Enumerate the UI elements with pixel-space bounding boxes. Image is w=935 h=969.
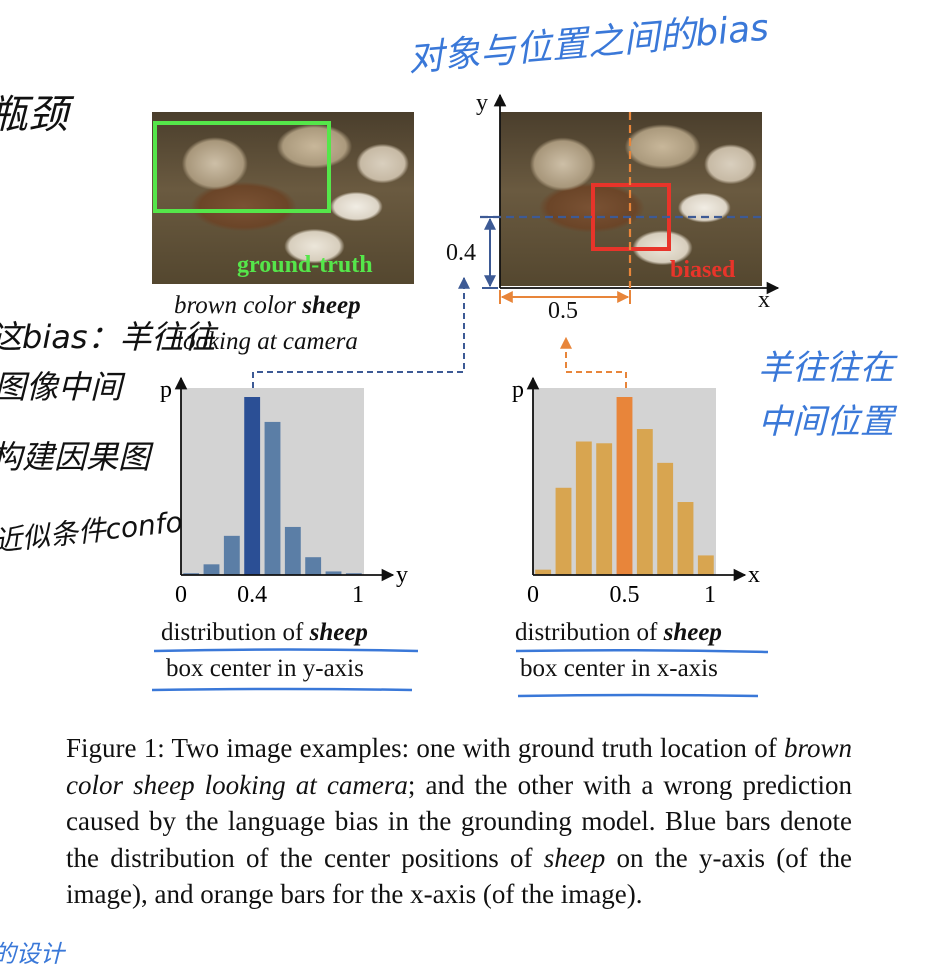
x-distribution-chart: p x 0 0.5 1 [512, 376, 760, 608]
bar [636, 429, 653, 575]
bar [555, 487, 572, 575]
annotation-bottleneck: 瓶颈 [0, 92, 68, 138]
query-text-line1: brown color sheep [174, 292, 361, 320]
annotation-causal-graph: 构建因果图 [0, 438, 151, 476]
x-chart-caption-line2: box center in x-axis [520, 655, 718, 682]
y-chart-caption-line1: distribution of sheep [161, 619, 368, 647]
caption-italic-2: sheep [543, 842, 606, 873]
axis-label-p: p [512, 377, 524, 403]
axis-label-position: x [748, 562, 760, 588]
bar [305, 557, 322, 575]
caption-italic-1: brown color sheep looking at camera [66, 733, 852, 800]
highlight-bar [244, 397, 261, 575]
x-caption-plain: distribution of [515, 619, 664, 646]
x-caption-bold: sheep [663, 619, 722, 646]
bar [223, 535, 240, 575]
bar [203, 564, 220, 575]
caption-text-1: Two image examples: one with ground trut… [164, 733, 784, 763]
highlight-bar [616, 397, 633, 575]
y-chart-caption-line2: box center in y-axis [166, 655, 364, 682]
bar [697, 555, 714, 575]
query-text-line2: looking at camera [176, 328, 358, 355]
bar [657, 462, 674, 575]
annotation-bias-sheep: 这bias：羊往往 [0, 318, 216, 356]
bar [264, 421, 281, 575]
tick-label: 1 [352, 582, 364, 608]
bar [677, 502, 694, 575]
bar [596, 443, 613, 575]
right-axis-x-label: x [758, 287, 770, 313]
query-plain: brown color [174, 292, 303, 319]
y-caption-plain: distribution of [161, 619, 310, 646]
bar [535, 569, 552, 575]
ground-truth-label: ground-truth [237, 252, 373, 278]
tick-label: 0 [527, 582, 539, 608]
annotation-sheep-often: 羊往往在 [758, 348, 894, 388]
ground-truth-box [153, 121, 331, 213]
right-axis-y-label: y [476, 90, 488, 116]
x-chart-caption-line1: distribution of sheep [515, 619, 722, 647]
query-bold: sheep [302, 292, 361, 319]
axis-label-p: p [160, 377, 172, 403]
measure-y-value: 0.4 [446, 240, 476, 266]
tick-label: 1 [704, 582, 716, 608]
tick-label: 0.5 [610, 582, 640, 608]
caption-text-2: ; and the other with a wrong prediction … [66, 769, 852, 873]
caption-label: Figure 1: [66, 733, 165, 763]
y-caption-bold: sheep [309, 619, 368, 646]
measure-x-value: 0.5 [548, 298, 578, 324]
figure-caption: Figure 1: Two image examples: one with g… [66, 730, 852, 913]
bar [325, 571, 342, 575]
annotation-image-center: 图像中间 [0, 368, 123, 406]
y-distribution-chart: p y 0 0.4 1 [160, 376, 408, 608]
biased-label: biased [670, 257, 736, 283]
bar [284, 526, 301, 575]
caption-text-3: on the y-axis (of the image), and orange… [66, 842, 852, 910]
annotation-middle-position: 中间位置 [758, 402, 894, 442]
bar [575, 441, 592, 575]
ground-truth-photo [152, 112, 414, 284]
tick-label: 0 [175, 582, 187, 608]
axis-label-position: y [396, 562, 408, 588]
tick-label: 0.4 [237, 582, 267, 608]
